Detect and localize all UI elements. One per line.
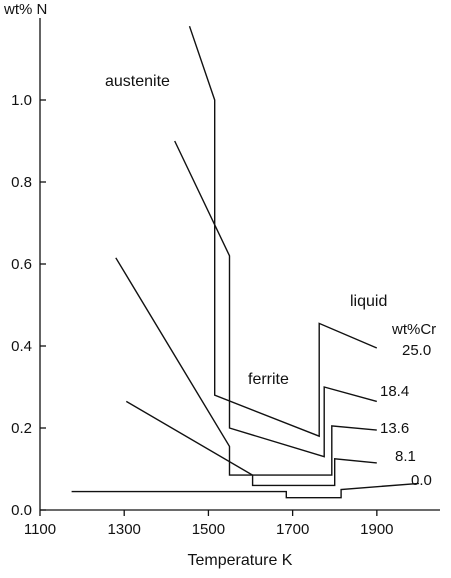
x-tick-label: 1900 — [360, 521, 393, 538]
series-label-13-6: 13.6 — [380, 420, 409, 437]
y-tick-label: 0.0 — [11, 502, 32, 519]
y-tick-label: 0.6 — [11, 256, 32, 273]
y-tick-label: 0.2 — [11, 420, 32, 437]
series-label-8-1: 8.1 — [395, 448, 416, 465]
annotation-austenite: austenite — [105, 73, 170, 90]
x-tick-label: 1700 — [276, 521, 309, 538]
series-label-18-4: 18.4 — [380, 383, 409, 400]
series-line-8-1 — [125, 400, 377, 487]
y-axis-title: wt% N — [3, 1, 47, 18]
y-tick-label: 1.0 — [11, 92, 32, 109]
annotation-liquid: liquid — [350, 293, 387, 310]
series-group — [71, 25, 419, 499]
y-tick-label: 0.8 — [11, 174, 32, 191]
legend-title: wt%Cr — [391, 321, 436, 338]
series-line-25-0 — [188, 25, 378, 438]
y-tick-label: 0.4 — [11, 338, 32, 355]
series-line-0-0 — [71, 482, 419, 499]
annotation-ferrite: ferrite — [248, 371, 289, 388]
x-tick-label: 1500 — [192, 521, 225, 538]
x-tick-label: 1100 — [24, 521, 56, 538]
ticks: 0.0 0.2 0.4 0.6 0.8 1.0 1100 1300 1500 1700 1900 — [11, 92, 393, 538]
series-line-13-6 — [115, 257, 377, 476]
series-label-0-0: 0.0 — [411, 472, 432, 489]
series-line-18-4 — [174, 140, 377, 458]
x-tick-label: 1300 — [108, 521, 141, 538]
series-label-25-0: 25.0 — [402, 342, 431, 359]
labels: wt% N Temperature K austenite ferrite li… — [3, 1, 436, 569]
x-axis-title: Temperature K — [188, 552, 293, 569]
